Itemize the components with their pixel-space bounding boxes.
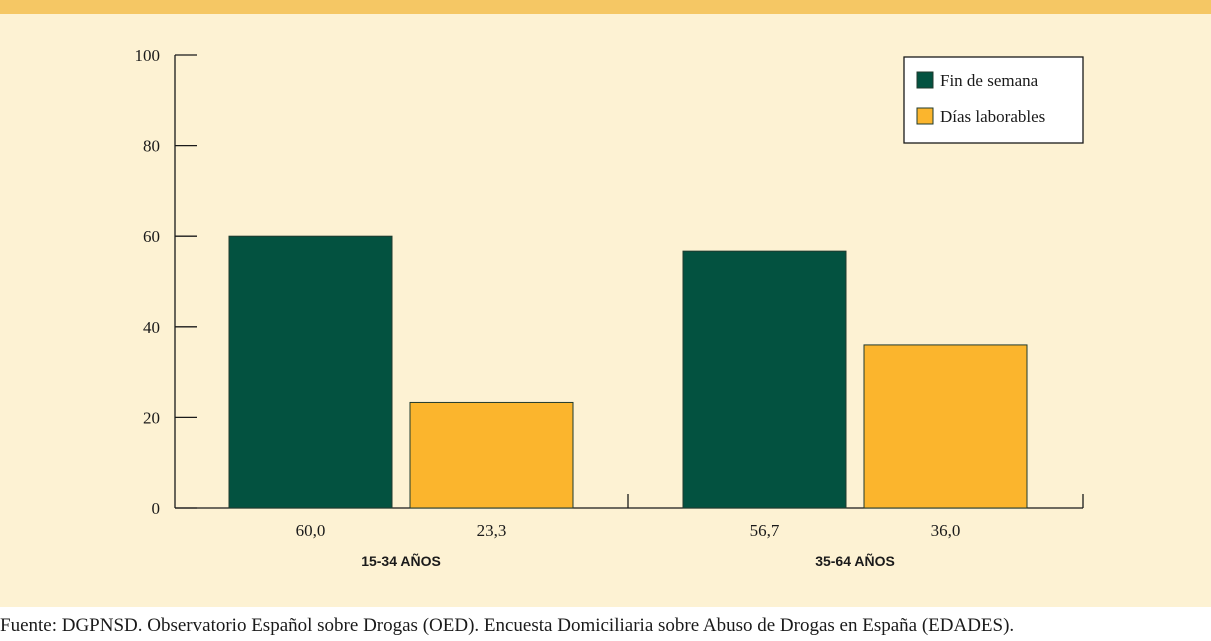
bar-1-2 xyxy=(409,401,574,509)
legend-swatch-2 xyxy=(916,107,934,125)
y-tick-label-60: 60 xyxy=(143,227,160,246)
top-color-band xyxy=(0,0,1211,14)
legend-label-1: Fin de semana xyxy=(940,71,1039,90)
bar-1-1 xyxy=(228,235,393,509)
category-label-1: 15-34 AÑOS xyxy=(361,552,441,569)
legend-box xyxy=(903,56,1084,144)
y-tick-label-20: 20 xyxy=(143,408,160,427)
bar-chart: 0 20 40 60 80 100 60,0 23,3 15-34 AÑOS 56,7 36,0 35… xyxy=(135,46,1084,569)
y-tick-label-0: 0 xyxy=(152,499,161,518)
y-tick-label-80: 80 xyxy=(143,137,160,156)
source-note: Fuente: DGPNSD. Observatorio Español sob… xyxy=(0,615,1015,636)
legend-label-2: Días laborables xyxy=(940,107,1045,126)
bar-value-label-1-2: 23,3 xyxy=(477,521,507,540)
bar-2-1 xyxy=(682,250,847,509)
bar-value-label-2-1: 56,7 xyxy=(750,521,780,540)
y-tick-label-100: 100 xyxy=(135,46,161,65)
legend-swatch-1 xyxy=(916,71,934,89)
bar-value-label-2-2: 36,0 xyxy=(931,521,961,540)
bar-2-2 xyxy=(863,344,1028,509)
bar-value-label-1-1: 60,0 xyxy=(296,521,326,540)
category-label-2: 35-64 AÑOS xyxy=(815,552,895,569)
y-tick-label-40: 40 xyxy=(143,318,160,337)
